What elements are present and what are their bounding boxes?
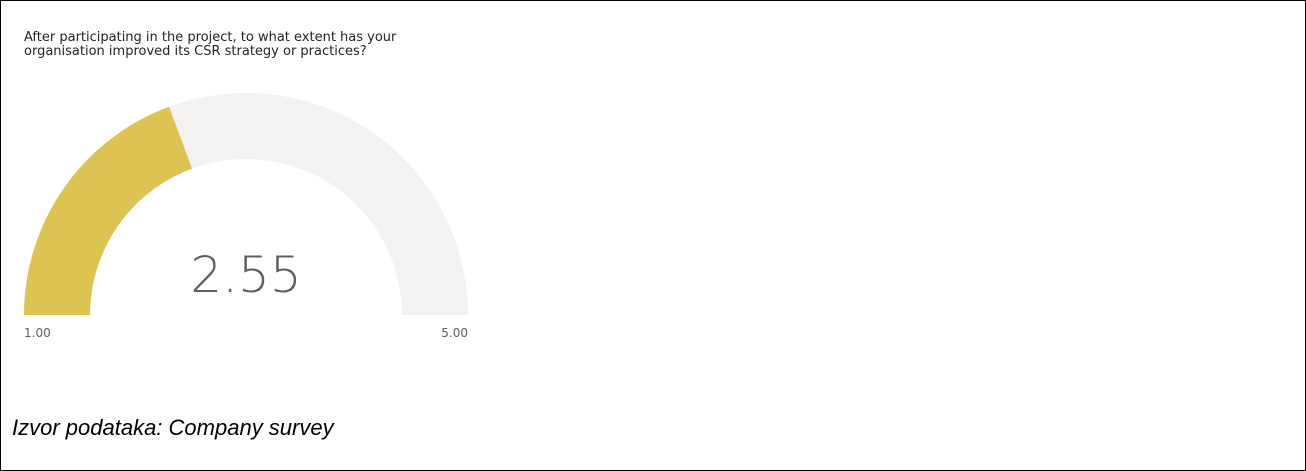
chart-title: After participating in the project, to w… (24, 30, 397, 59)
source-note: Izvor podataka: Company survey (12, 415, 334, 440)
gauge-fill (24, 106, 193, 315)
gauge-max-label: 5.00 (441, 326, 468, 340)
gauge-min-label: 1.00 (24, 326, 51, 340)
gauge-value-label: 2.55 (190, 246, 301, 304)
gauge-chart: 2.55 1.00 5.00 (24, 93, 468, 340)
